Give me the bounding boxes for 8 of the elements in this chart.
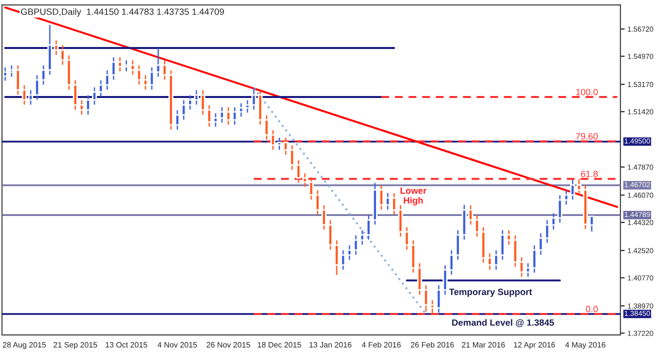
chart-title: GBPUSD,Daily 1.44150 1.44783 1.43735 1.44709 bbox=[21, 8, 224, 17]
series-label: 61.8 bbox=[581, 170, 598, 178]
series-label: 0.0 bbox=[586, 306, 598, 312]
annotation: Demand Level @ 1.3845 bbox=[452, 319, 554, 328]
annotation: Lower High bbox=[400, 188, 426, 206]
series-label: 79.60 bbox=[576, 133, 598, 140]
annotation: Temporary Support bbox=[449, 288, 532, 297]
series-label: 100.0 bbox=[576, 88, 598, 96]
